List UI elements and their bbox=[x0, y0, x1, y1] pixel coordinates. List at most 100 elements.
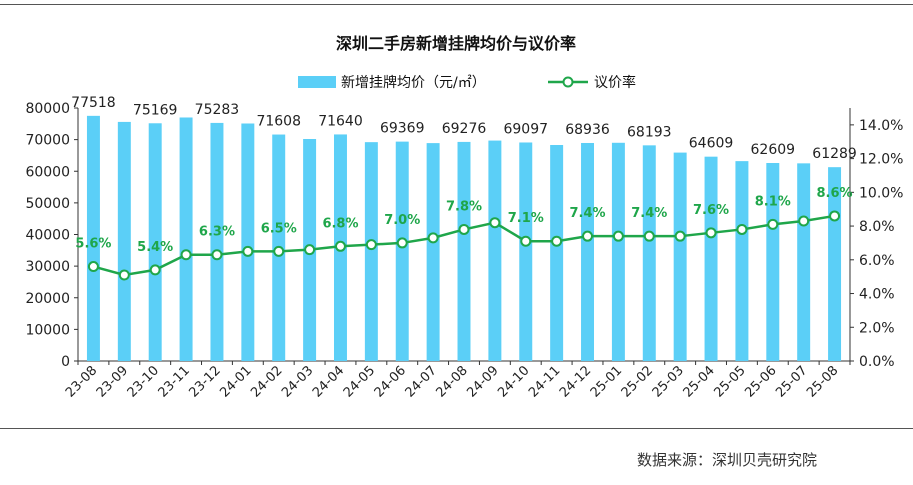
rate-point bbox=[149, 264, 161, 276]
plot-area: 0 10000 20000 30000 40000 50000 60000 70000 8000… bbox=[25, 95, 903, 401]
y-left-tick-label: 40000 bbox=[25, 228, 70, 244]
rate-point bbox=[211, 249, 223, 261]
y-left-tick-label: 10000 bbox=[25, 322, 70, 338]
rate-point bbox=[118, 269, 130, 281]
bar bbox=[766, 162, 780, 361]
bar bbox=[519, 142, 533, 361]
bar-data-label: 64609 bbox=[689, 136, 734, 152]
x-tick-label: 24-04 bbox=[310, 363, 347, 400]
bar-data-label: 61289 bbox=[812, 146, 857, 162]
rate-point bbox=[767, 218, 779, 230]
bar bbox=[241, 123, 255, 361]
legend-bar-swatch bbox=[298, 76, 336, 88]
bar bbox=[735, 161, 749, 361]
bar bbox=[179, 117, 193, 361]
x-tick-label: 24-11 bbox=[526, 363, 563, 400]
bar-data-label: 68936 bbox=[565, 122, 610, 138]
x-tick-label: 23-11 bbox=[156, 363, 193, 400]
x-tick-label: 24-03 bbox=[279, 363, 316, 400]
rate-data-label: 6.5% bbox=[261, 221, 297, 236]
x-tick-label: 24-06 bbox=[372, 363, 409, 400]
x-tick-label: 25-06 bbox=[742, 363, 779, 400]
rate-point bbox=[304, 244, 316, 256]
chart-title: 深圳二手房新增挂牌均价与议价率 bbox=[336, 34, 576, 53]
bar-data-label: 68193 bbox=[627, 124, 672, 140]
bar bbox=[488, 140, 502, 361]
y-left-tick-label: 0 bbox=[61, 354, 70, 370]
rate-data-label: 7.0% bbox=[384, 213, 420, 228]
bar-data-label: 71608 bbox=[256, 114, 301, 130]
bar-data-label: 69097 bbox=[503, 121, 548, 137]
bar-data-label: 71640 bbox=[318, 113, 363, 129]
bar bbox=[642, 145, 656, 361]
bar bbox=[426, 143, 440, 361]
bar-data-label: 69369 bbox=[380, 121, 425, 137]
bar-data-label: 69276 bbox=[442, 121, 487, 137]
bar-data-label: 75169 bbox=[133, 102, 178, 118]
x-tick-label: 24-07 bbox=[403, 363, 440, 400]
bar-data-label: 77518 bbox=[71, 95, 116, 111]
bar bbox=[611, 142, 625, 361]
x-tick-label: 24-12 bbox=[557, 363, 594, 400]
x-tick-label: 23-10 bbox=[125, 363, 162, 400]
rate-data-label: 7.1% bbox=[508, 211, 544, 226]
rate-data-label: 7.8% bbox=[446, 199, 482, 214]
x-tick-label: 25-04 bbox=[681, 363, 718, 400]
bar-data-label: 75283 bbox=[195, 102, 240, 118]
x-tick-label: 24-01 bbox=[217, 363, 254, 400]
x-tick-label: 23-09 bbox=[94, 363, 131, 400]
bar bbox=[550, 145, 564, 361]
legend-bar-label: 新增挂牌均价（元/㎡） bbox=[341, 74, 486, 91]
bar bbox=[364, 142, 378, 361]
y-right-tick-label: 10.0% bbox=[859, 185, 903, 201]
rate-data-label: 6.3% bbox=[199, 225, 235, 240]
rate-point bbox=[674, 230, 686, 242]
rate-point bbox=[705, 227, 717, 239]
rate-point bbox=[87, 261, 99, 273]
chart-svg: 深圳二手房新增挂牌均价与议价率 新增挂牌均价（元/㎡） 议价率 0 10000 20… bbox=[25, 34, 903, 401]
x-tick-label: 25-02 bbox=[619, 363, 656, 400]
bar bbox=[797, 163, 811, 361]
x-tick-label: 25-03 bbox=[650, 363, 687, 400]
rate-data-label: 8.1% bbox=[755, 194, 791, 209]
rate-data-label: 7.4% bbox=[569, 206, 605, 221]
x-tick-label: 24-02 bbox=[248, 363, 285, 400]
bar-data-label: 62609 bbox=[751, 142, 796, 158]
x-tick-label: 25-05 bbox=[711, 363, 748, 400]
bar bbox=[395, 141, 409, 361]
top-rule bbox=[0, 4, 913, 5]
y-right-tick-label: 14.0% bbox=[859, 118, 903, 134]
bar bbox=[117, 121, 131, 361]
rate-point bbox=[180, 249, 192, 261]
rate-point bbox=[489, 217, 501, 229]
rate-point bbox=[273, 245, 285, 257]
legend-line-label: 议价率 bbox=[594, 74, 636, 91]
source-note: 数据来源：深圳贝壳研究院 bbox=[637, 451, 818, 469]
y-right-tick-label: 8.0% bbox=[859, 219, 895, 235]
rate-point bbox=[736, 223, 748, 235]
bar bbox=[704, 156, 718, 361]
x-tick-label: 25-08 bbox=[804, 363, 841, 400]
x-tick-label: 23-12 bbox=[186, 363, 223, 400]
rate-data-label: 5.4% bbox=[137, 240, 173, 255]
bar bbox=[210, 122, 224, 361]
rate-point bbox=[582, 230, 594, 242]
bar bbox=[457, 141, 471, 361]
y-left-tick-label: 20000 bbox=[25, 291, 70, 307]
bar bbox=[86, 115, 100, 361]
rate-point bbox=[551, 235, 563, 247]
x-tick-label: 25-01 bbox=[588, 363, 625, 400]
rate-point bbox=[829, 210, 841, 222]
rate-point bbox=[798, 215, 810, 227]
x-tick-label: 24-09 bbox=[464, 363, 501, 400]
y-right-tick-label: 6.0% bbox=[859, 253, 895, 269]
x-tick-label: 24-08 bbox=[434, 363, 471, 400]
rate-data-label: 7.4% bbox=[631, 206, 667, 221]
legend-line-marker bbox=[562, 76, 574, 88]
y-left-tick-label: 70000 bbox=[25, 133, 70, 149]
y-right-tick-label: 0.0% bbox=[859, 354, 895, 370]
rate-point bbox=[365, 239, 377, 251]
rate-data-label: 6.8% bbox=[322, 216, 358, 231]
x-tick-label: 25-07 bbox=[773, 363, 810, 400]
